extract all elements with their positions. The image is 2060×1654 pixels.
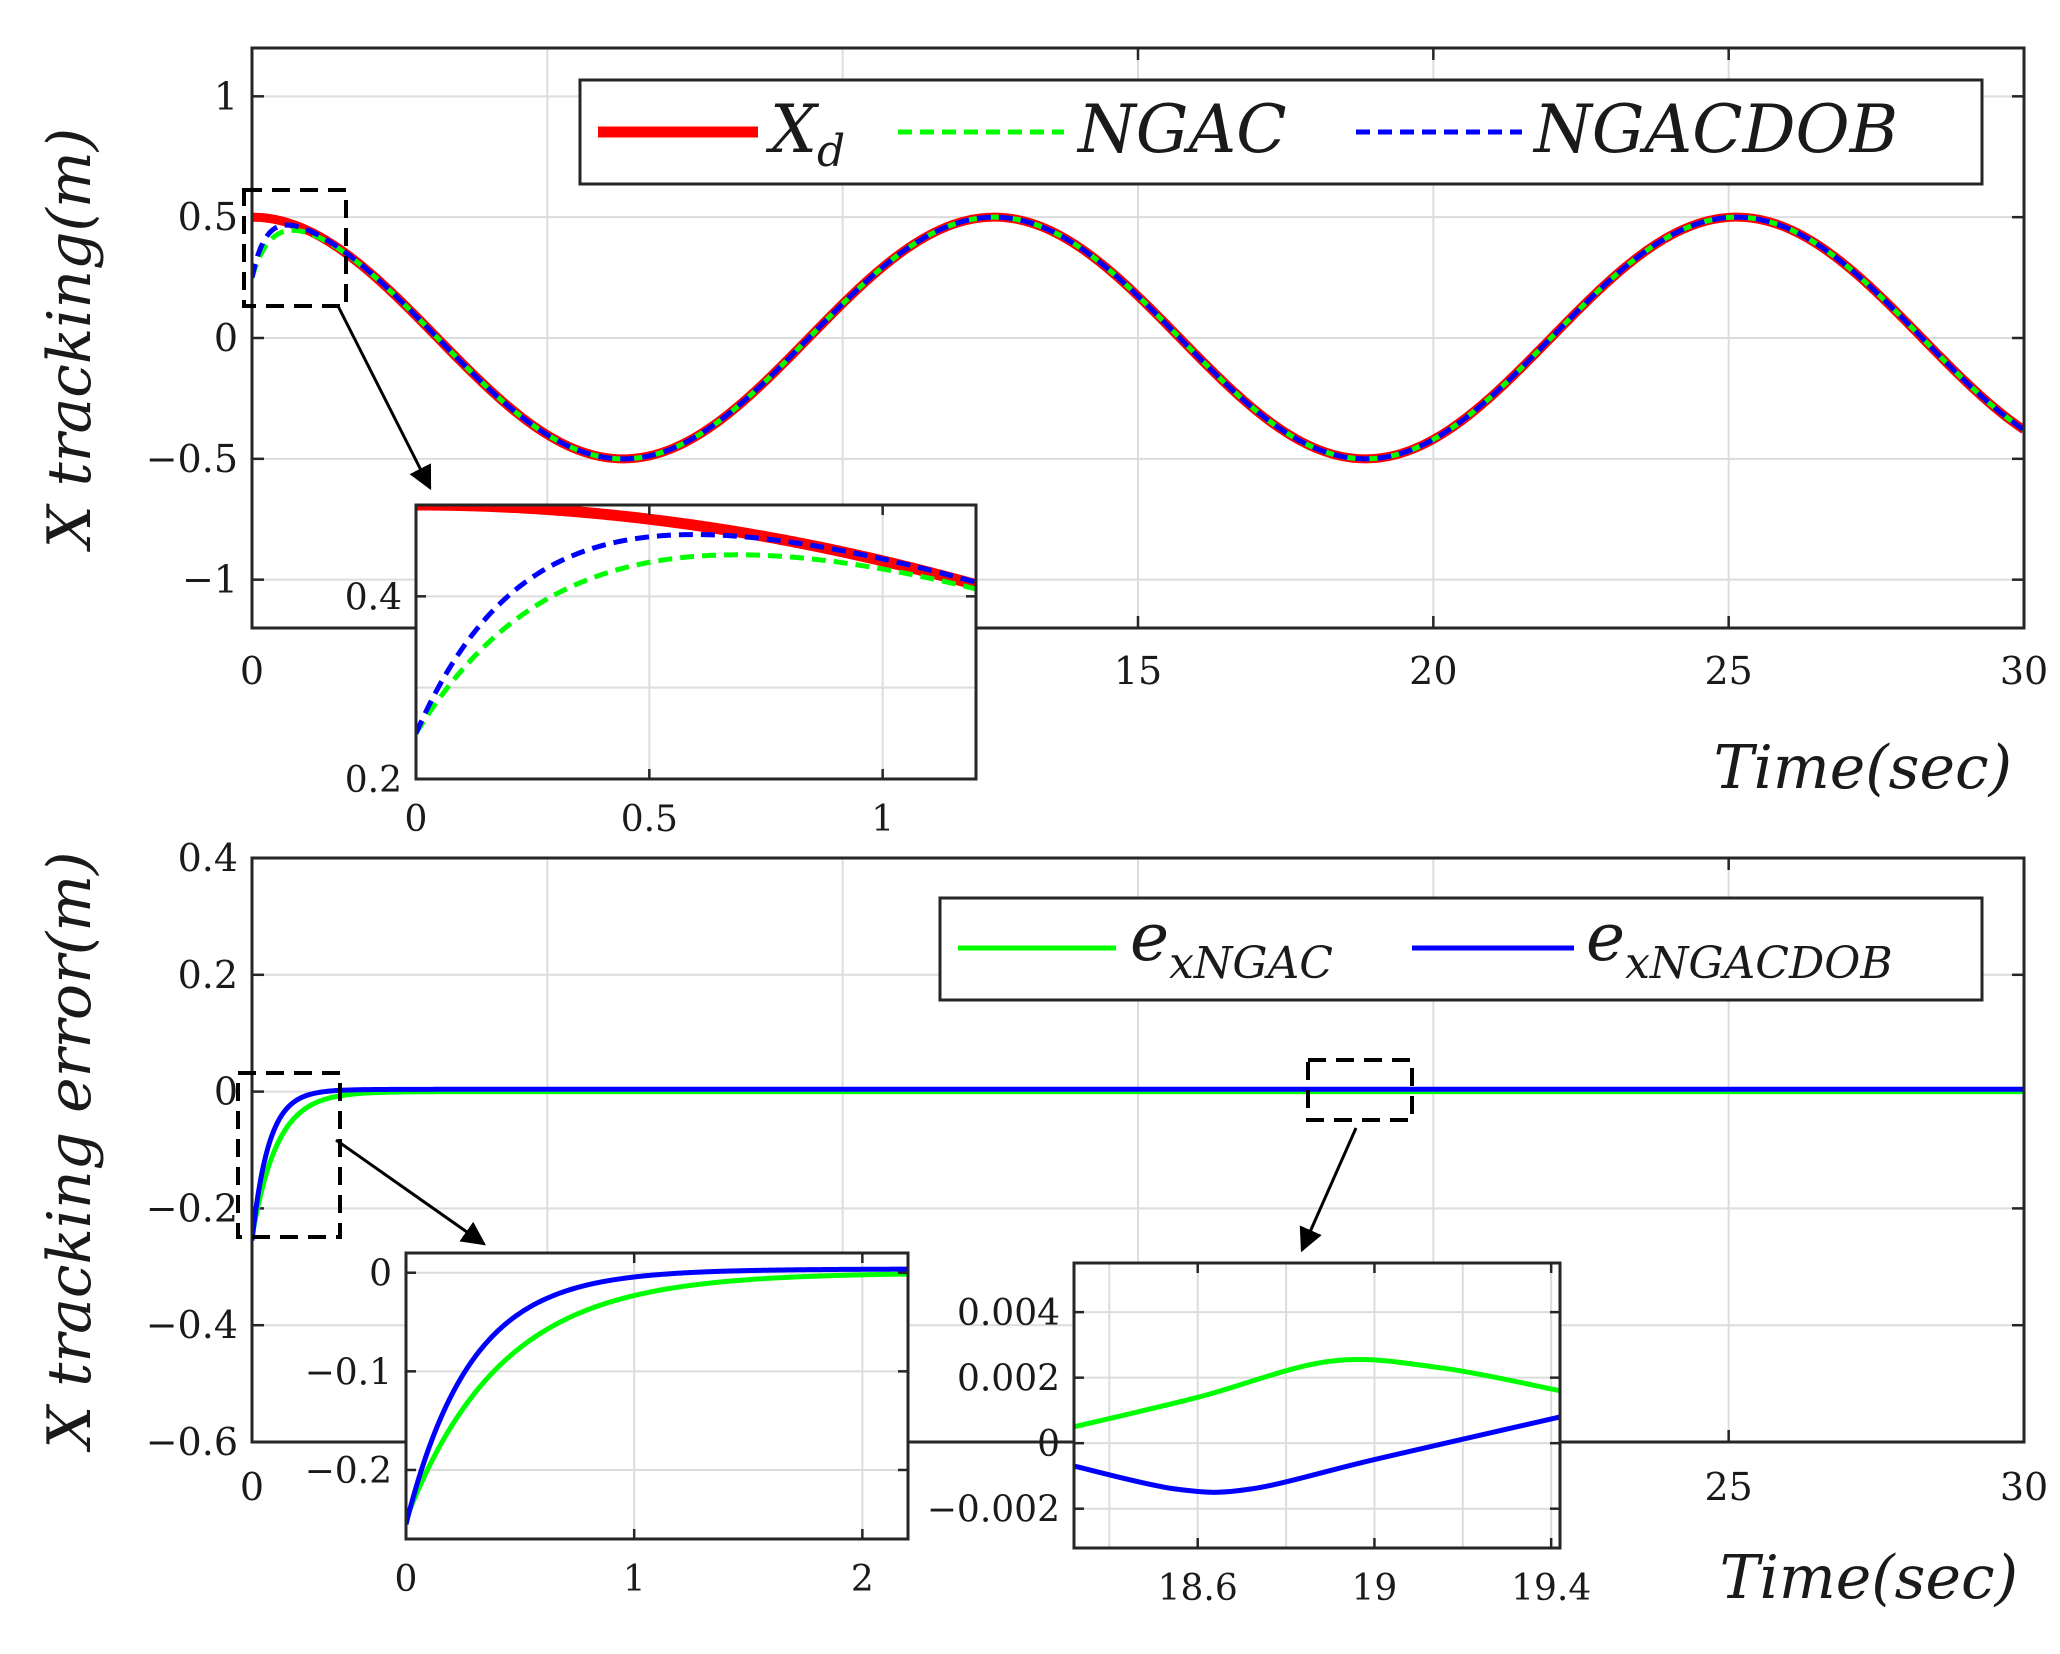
bottom-ticks: 0 25 30 −0.6 −0.4 −0.2 0 0.2 0.4 [146,836,2048,1509]
top-zoom-box [242,188,348,308]
y-tick-label: 0 [1037,1424,1060,1465]
y-tick-label: 0.2 [178,953,238,997]
y-tick-label: −0.2 [305,1451,392,1492]
y-tick-label: −0.5 [146,437,238,481]
top-legend: Xd NGAC NGACDOB [578,78,1984,186]
bottom-inset-2-ticks: 18.6 19 19.4 −0.002 0 0.002 0.004 [927,1263,1591,1609]
top-inset-box [414,503,978,781]
bottom-zoom-arrow-1 [335,1138,486,1246]
legend-ngac-label: NGAC [1076,91,1287,168]
x-tick-label: 25 [1704,1465,1752,1509]
bottom-legend: exNGAC exNGACDOB [938,896,1984,1002]
bottom-zoom-box-2 [1306,1058,1414,1122]
x-tick-label: 0.5 [621,799,678,840]
x-tick-label: 19.4 [1511,1568,1591,1609]
top-axes-box [250,46,2026,630]
bottom-inset-2-box [1072,1261,1562,1550]
y-tick-label: −0.2 [146,1186,238,1230]
y-tick-label: 0.5 [178,195,238,239]
y-tick-label: −0.6 [146,1420,238,1464]
x-tick-label: 20 [1409,649,1457,693]
bottom-inset-1-box [404,1251,910,1541]
y-tick-label: 0.4 [178,836,238,880]
bottom-chart: 0 25 30 −0.6 −0.4 −0.2 0 0.2 0.4 exNGAC exNGACDO… [35,836,2048,1613]
bottom-inset-1-ticks: 0 1 2 −0.2 −0.1 0 [305,1253,908,1600]
inset1-exngac-line [406,1271,908,1521]
x-tick-label: 0 [240,649,264,693]
legend-exngac-label: exNGAC [1130,899,1333,989]
top-ticks: 0 15 20 25 30 −1 −0.5 0 0.5 1 [146,48,2048,693]
bottom-inset-2-grid [1074,1263,1560,1548]
y-tick-label: 0.002 [957,1359,1060,1400]
x-tick-label: 0 [405,799,428,840]
y-tick-label: −0.002 [927,1490,1060,1531]
y-tick-label: −1 [182,558,238,602]
legend-exngacdob-label: exNGACDOB [1586,899,1893,989]
x-tick-label: 0 [240,1465,264,1509]
series-ngacdob-line [252,214,2024,462]
series-exngacdob-line [252,1086,2024,1241]
x-tick-label: 15 [1114,649,1162,693]
bottom-inset-2: 18.6 19 19.4 −0.002 0 0.002 0.004 [927,1261,1591,1609]
bottom-xlabel: Time(sec) [1720,1543,2018,1613]
x-tick-label: 1 [623,1559,646,1600]
x-tick-label: 30 [2000,649,2048,693]
bottom-inset-1: 0 1 2 −0.2 −0.1 0 [305,1251,910,1600]
top-xlabel: Time(sec) [1714,733,2012,803]
top-inset: 0 0.5 1 0.2 0.4 [345,503,978,840]
y-tick-label: 0 [214,316,238,360]
y-tick-label: 0.4 [345,577,402,618]
y-tick-label: 0 [214,1070,238,1114]
inset2-exngacdob-line [1074,1414,1560,1495]
y-tick-label: 0.2 [345,760,402,801]
inset-ngac-line [416,552,976,735]
x-tick-label: 0 [395,1559,418,1600]
x-tick-label: 19 [1352,1568,1398,1609]
bottom-ylabel: X tracking error(m) [35,851,105,1452]
legend-xd-label: Xd [765,91,845,177]
y-tick-label: 0 [369,1254,392,1295]
y-tick-label: −0.4 [146,1303,238,1347]
x-tick-label: 25 [1704,649,1752,693]
y-tick-label: 1 [214,74,238,118]
top-inset-ticks: 0 0.5 1 0.2 0.4 [345,505,976,840]
top-legend-box [578,78,1984,186]
bottom-zoom-arrow-2 [1299,1127,1358,1253]
inset2-exngac-line [1074,1357,1560,1430]
top-zoom-arrow [336,305,432,491]
inset-ngacdob-line [416,532,976,735]
x-tick-label: 30 [2000,1465,2048,1509]
top-chart: 0 15 20 25 30 −1 −0.5 0 0.5 1 Xd NGAC NGACDOB [35,46,2048,840]
inset1-exngacdob-line [406,1266,908,1525]
x-tick-label: 1 [871,799,894,840]
legend-ngacdob-label: NGACDOB [1532,91,1898,168]
y-tick-label: −0.1 [305,1352,392,1393]
y-tick-label: 0.004 [957,1293,1060,1334]
top-ylabel: X tracking(m) [35,128,105,552]
x-tick-label: 2 [851,1559,874,1600]
bottom-zoom-box-1 [236,1071,342,1239]
x-tick-label: 18.6 [1158,1568,1238,1609]
